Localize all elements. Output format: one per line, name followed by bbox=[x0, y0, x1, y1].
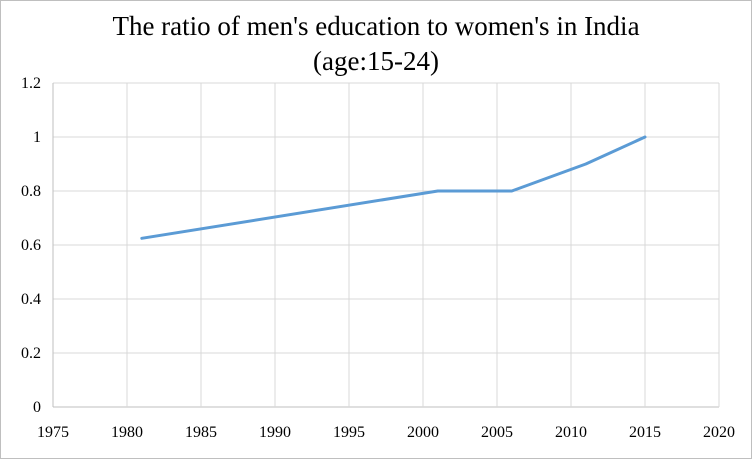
y-tick-label: 0 bbox=[33, 399, 41, 416]
y-tick-label: 0.8 bbox=[21, 183, 41, 200]
x-tick-label: 1980 bbox=[111, 424, 143, 441]
chart-subtitle: (age:15-24) bbox=[313, 46, 439, 76]
x-tick-label: 2015 bbox=[629, 424, 661, 441]
x-tick-label: 1995 bbox=[333, 424, 365, 441]
y-tick-label: 0.6 bbox=[21, 237, 41, 254]
x-tick-label: 2005 bbox=[481, 424, 513, 441]
x-tick-label: 1985 bbox=[185, 424, 217, 441]
x-tick-label: 1990 bbox=[259, 424, 291, 441]
x-tick-label: 2010 bbox=[555, 424, 587, 441]
x-tick-label: 1975 bbox=[37, 424, 69, 441]
y-tick-label: 0.4 bbox=[21, 291, 41, 308]
chart-title-line-1: The ratio of men's education to women's … bbox=[112, 11, 640, 41]
series-line bbox=[140, 135, 647, 240]
x-tick-label: 2000 bbox=[407, 424, 439, 441]
y-tick-label: 0.2 bbox=[21, 345, 41, 362]
y-tick-label: 1.2 bbox=[21, 75, 41, 92]
y-tick-label: 1 bbox=[33, 129, 41, 146]
chart-title: The ratio of men's education to women's … bbox=[1, 9, 751, 79]
x-tick-label: 2020 bbox=[703, 424, 735, 441]
